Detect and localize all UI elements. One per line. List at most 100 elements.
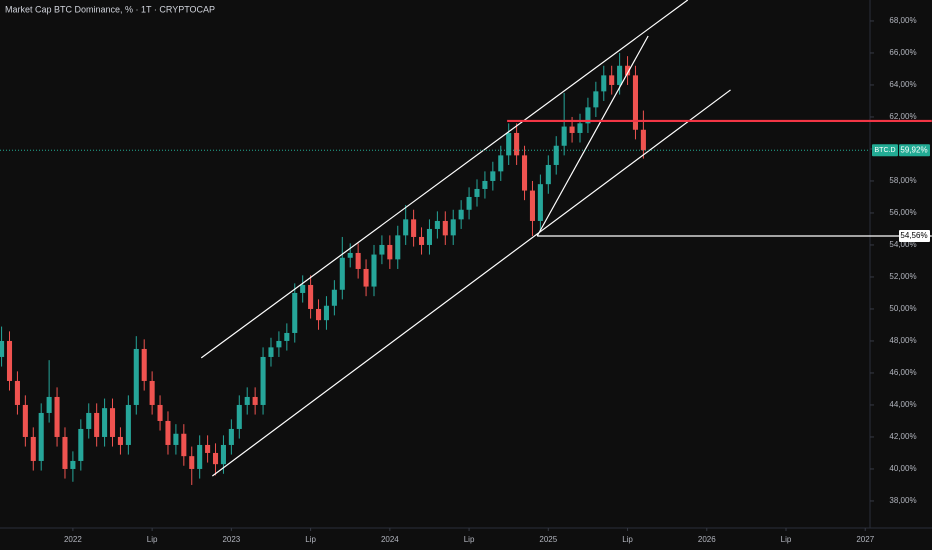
candle-body [632, 75, 638, 130]
candle-body [482, 180, 488, 189]
candle-body [276, 340, 282, 348]
y-tick-label: 62,00% [889, 112, 916, 121]
y-tick-label: 50,00% [889, 304, 916, 313]
candle-body [165, 420, 171, 445]
candle-body [529, 190, 535, 221]
candle-body [426, 228, 432, 245]
last-price-box [899, 144, 930, 157]
candle-body [577, 123, 583, 133]
candle-body [355, 252, 361, 269]
candle-body [474, 188, 480, 197]
x-tick-label: Lip [305, 535, 316, 544]
x-tick-label: 2027 [856, 535, 874, 544]
candle-body [117, 436, 123, 445]
candle-body [189, 456, 195, 469]
last-price-label: 59,92% [900, 145, 927, 154]
candle-body [292, 292, 298, 333]
candle-body [38, 412, 44, 461]
candle-body [86, 412, 92, 429]
candle-body [418, 236, 425, 245]
level-box [899, 230, 930, 242]
candle-body [625, 65, 631, 76]
candle-body [102, 408, 108, 437]
candle-body [62, 436, 68, 469]
candle-body [387, 244, 393, 260]
y-tick-label: 46,00% [889, 368, 916, 377]
candle-body [212, 452, 219, 465]
y-tick-label: 52,00% [889, 272, 916, 281]
level-label: 54,56% [900, 231, 927, 240]
candle-body [339, 257, 345, 290]
y-tick-label: 54,00% [889, 240, 916, 249]
candle-body [569, 126, 575, 133]
x-tick-label: Lip [622, 535, 633, 544]
trend-line [200, 0, 689, 359]
candle-body [133, 348, 139, 405]
last-price-name: BTC.D [875, 147, 896, 154]
candle-body [331, 289, 337, 306]
candle-body [506, 132, 512, 156]
candle-body [244, 396, 250, 405]
candle-body [411, 219, 417, 237]
candle-body [284, 332, 290, 341]
candle-body [70, 460, 76, 469]
x-tick-label: 2025 [539, 535, 557, 544]
candle-body [617, 65, 623, 85]
y-tick-label: 58,00% [889, 176, 916, 185]
candle-body [609, 75, 615, 85]
candle-body [537, 184, 543, 221]
candle-body [379, 244, 385, 255]
candle-body [14, 380, 20, 405]
candle-body [585, 107, 591, 124]
candle-body [498, 155, 504, 172]
candle-body [315, 308, 322, 321]
candle-body [593, 91, 599, 108]
x-tick-label: 2022 [64, 535, 82, 544]
y-tick-label: 66,00% [889, 48, 916, 57]
candle-body [173, 433, 179, 445]
candle-body [522, 155, 528, 191]
candle-body [149, 380, 155, 405]
y-tick-label: 42,00% [889, 432, 916, 441]
candle-body [46, 396, 52, 413]
y-tick-label: 44,00% [889, 400, 916, 409]
candle-body [403, 219, 409, 236]
candle-body [450, 219, 456, 236]
candle-body [323, 305, 329, 321]
y-tick-label: 56,00% [889, 208, 916, 217]
y-tick-label: 68,00% [889, 16, 916, 25]
candle-body [458, 209, 464, 220]
y-tick-label: 48,00% [889, 336, 916, 345]
last-price-name-box [872, 144, 898, 157]
candle-body [308, 284, 314, 309]
candle-body [197, 444, 203, 469]
x-tick-label: Lip [464, 535, 475, 544]
candle-body [6, 340, 13, 381]
candle-body [260, 356, 266, 405]
candle-body [347, 252, 353, 258]
candle-body [601, 75, 607, 92]
candle-body [371, 254, 377, 287]
candle-body [466, 196, 472, 210]
candle-body [109, 408, 116, 437]
candle-body [228, 428, 234, 445]
x-tick-label: Lip [781, 535, 792, 544]
candle-body [78, 428, 84, 461]
x-tick-label: 2026 [698, 535, 716, 544]
x-tick-label: Lip [147, 535, 158, 544]
candle-body [561, 126, 567, 146]
candle-body [30, 436, 36, 461]
candle-body [268, 347, 274, 357]
candle-body [236, 404, 242, 429]
candle-body [0, 340, 5, 357]
candle-body [442, 220, 448, 236]
candle-body [490, 171, 496, 181]
candle-body [94, 412, 100, 437]
candle-body [640, 129, 646, 151]
y-tick-label: 64,00% [889, 80, 916, 89]
candle-body [181, 433, 187, 457]
x-tick-label: 2023 [222, 535, 240, 544]
candle-body [553, 145, 559, 165]
candle-body [363, 268, 369, 287]
